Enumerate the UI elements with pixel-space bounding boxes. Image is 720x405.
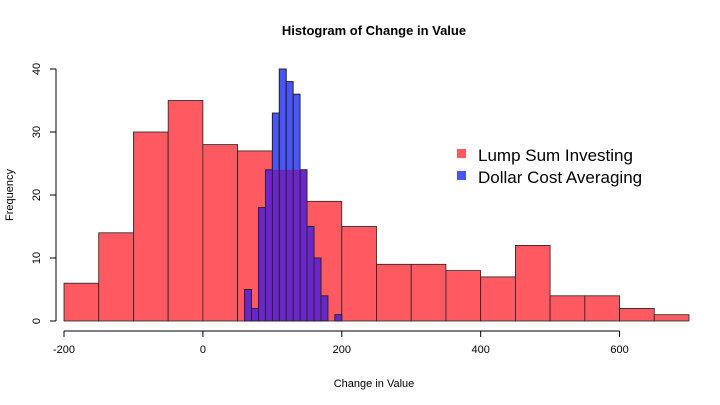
- lump-sum-bar: [514, 244, 551, 322]
- lump-sum-bars: [63, 100, 690, 322]
- lump-sum-bar: [202, 144, 239, 322]
- dca-bar-outline: [320, 295, 329, 322]
- overlap-bar: [279, 169, 287, 321]
- lump-sum-bar: [341, 226, 377, 322]
- lump-sum-bar: [133, 131, 169, 322]
- x-axis-label: Change in Value: [334, 378, 415, 390]
- dca-bar-outline: [334, 314, 343, 322]
- lump-sum-bar: [445, 270, 482, 322]
- x-tick-label: 400: [471, 344, 489, 356]
- y-tick-label: 10: [31, 252, 43, 264]
- overlap-bar: [286, 169, 294, 321]
- x-tick-label: -200: [53, 344, 75, 356]
- overlap-bar: [265, 169, 273, 321]
- lump-sum-bar: [549, 295, 586, 322]
- y-tick-label: 0: [31, 318, 43, 324]
- y-axis: 0 10 20 30 40: [31, 63, 57, 324]
- overlap-bar: [244, 289, 252, 321]
- overlap-bar: [251, 308, 259, 321]
- lump-sum-bar: [480, 276, 516, 322]
- lump-sum-bar: [98, 232, 134, 322]
- lump-sum-bar: [653, 314, 690, 322]
- overlap-bar: [258, 207, 266, 321]
- dca-bar-outline: [313, 257, 322, 322]
- y-axis-label: Frequency: [4, 169, 16, 221]
- legend: Lump Sum Investing Dollar Cost Averaging: [457, 146, 642, 187]
- x-tick-label: 0: [200, 344, 206, 356]
- overlap-bar: [300, 169, 308, 321]
- overlap-bar: [314, 258, 321, 321]
- overlap-bar: [272, 169, 280, 321]
- lump-sum-bar: [167, 100, 204, 322]
- x-tick-label: 200: [333, 344, 351, 356]
- dca-bar-outline: [244, 289, 252, 322]
- overlap-bar: [320, 295, 328, 321]
- legend-label-dca: Dollar Cost Averaging: [478, 168, 642, 187]
- legend-label-lump-sum: Lump Sum Investing: [478, 146, 633, 165]
- x-axis: -200 0 200 400 600: [53, 330, 629, 356]
- x-tick-label: 600: [610, 344, 628, 356]
- overlap-bar: [334, 314, 342, 321]
- lump-sum-bar: [584, 295, 620, 322]
- lump-sum-bar: [376, 263, 412, 322]
- y-tick-label: 30: [31, 126, 43, 138]
- overlap-bars: [244, 68, 343, 322]
- lump-sum-bar: [410, 263, 447, 322]
- legend-swatch-dca: [457, 171, 466, 180]
- y-tick-label: 40: [31, 63, 43, 75]
- lump-sum-bar: [619, 307, 655, 322]
- overlap-bar: [307, 226, 314, 321]
- overlap-bar: [293, 169, 301, 321]
- lump-sum-bar: [63, 282, 100, 322]
- chart-title: Histogram of Change in Value: [282, 23, 466, 38]
- y-tick-label: 20: [31, 189, 43, 201]
- legend-swatch-lump-sum: [457, 149, 466, 158]
